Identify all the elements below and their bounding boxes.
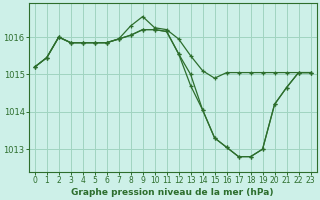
X-axis label: Graphe pression niveau de la mer (hPa): Graphe pression niveau de la mer (hPa): [71, 188, 274, 197]
